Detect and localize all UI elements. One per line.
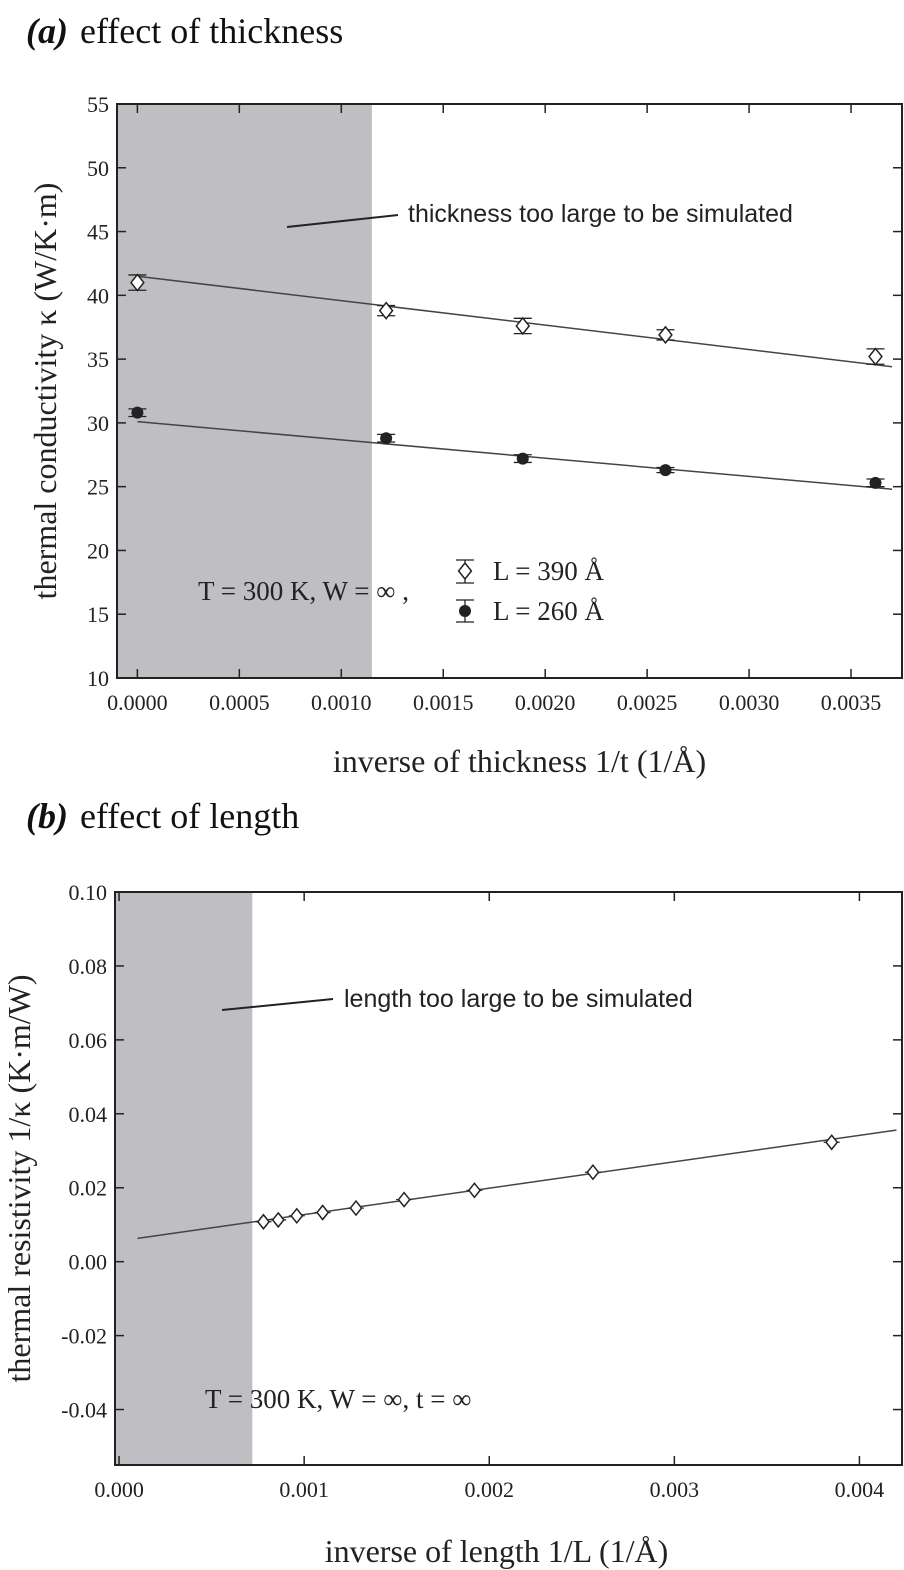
chart-a-legend-marker-l260 [459, 605, 471, 617]
thickness-chart: 0.0000 0.0005 0.0010 0.0015 0.0020 0.0025 0.00… [27, 92, 903, 779]
panel-a-title: (a) effect of thickness [26, 10, 343, 52]
chart-a-shade-note: thickness too large to be simulated [408, 200, 793, 228]
chart-b-point [349, 1199, 363, 1217]
chart-a-y-tick-label: 20 [87, 538, 109, 563]
chart-a-x-tick-label: 0.0000 [107, 690, 168, 715]
chart-b-x-tick-label: 0.002 [465, 1477, 515, 1502]
chart-a-y-tick-label: 50 [87, 156, 109, 181]
chart-b-x-tick-label: 0.001 [279, 1477, 329, 1502]
chart-a-y-axis-label: thermal conductivity κ (W/K·m) [27, 183, 63, 600]
chart-a-point-l390 [658, 325, 673, 345]
chart-b-x-tick-label: 0.003 [650, 1477, 700, 1502]
chart-a-x-axis-label: inverse of thickness 1/t (1/Å) [333, 743, 706, 779]
chart-a-condition-text: T = 300 K, W = ∞ , [198, 576, 409, 606]
chart-b-y-tick-label: 0.00 [69, 1250, 108, 1275]
chart-a-plot-frame [116, 103, 903, 679]
chart-a-point-l390 [378, 301, 394, 320]
chart-a-y-tick-label: 30 [87, 411, 109, 436]
chart-b-point [256, 1213, 271, 1230]
chart-a-shade-pointer [286, 214, 399, 228]
panel-b-title-text: effect of length [79, 796, 300, 836]
chart-a-x-tick-label: 0.0030 [719, 690, 780, 715]
chart-a-legend-label-l390: L = 390 Å [493, 556, 604, 586]
panel-b-tag: (b) [26, 796, 68, 836]
chart-b-shade-note: length too large to be simulated [344, 985, 693, 1013]
chart-a-legend-label-l260: L = 260 Å [493, 596, 604, 626]
chart-a-point-l260 [869, 476, 882, 489]
chart-b-point [271, 1211, 285, 1229]
chart-b-condition-text: T = 300 K, W = ∞, t = ∞ [205, 1384, 471, 1414]
chart-b-y-tick-label: 0.04 [69, 1102, 108, 1127]
panel-a-title-text: effect of thickness [79, 11, 344, 51]
chart-a-legend-marker-l390 [457, 561, 473, 581]
chart-b-point [467, 1182, 482, 1199]
chart-a-shaded-region [118, 105, 372, 677]
chart-b-point [825, 1134, 839, 1151]
chart-a-y-tick-label: 55 [87, 92, 109, 117]
chart-a-x-tick-label: 0.0035 [821, 690, 882, 715]
chart-a-x-tick-label: 0.0015 [413, 690, 474, 715]
chart-b-y-tick-label: -0.04 [61, 1398, 107, 1423]
chart-a-x-tick-label: 0.0020 [515, 690, 576, 715]
panel-a-tag: (a) [26, 11, 68, 51]
chart-b-shaded-region [116, 893, 253, 1464]
chart-a-point-l260 [516, 452, 529, 465]
chart-b-point [586, 1164, 600, 1181]
chart-a-y-tick-label: 15 [87, 602, 109, 627]
chart-a-point-l390 [515, 316, 531, 336]
chart-b-point [290, 1207, 304, 1225]
chart-a-y-tick-label: 45 [87, 220, 109, 245]
chart-b-x-tick-label: 0.004 [835, 1477, 885, 1502]
chart-a-x-tick-label: 0.0025 [617, 690, 678, 715]
chart-a-point-l390 [130, 273, 145, 292]
panel-b-title: (b) effect of length [26, 795, 299, 837]
chart-b-y-tick-label: 0.10 [69, 880, 108, 905]
chart-b-x-tick-label: 0.000 [94, 1477, 144, 1502]
chart-a-point-l260 [380, 432, 393, 445]
chart-b-y-axis-label: thermal resistivity 1/κ (K·m/W) [1, 974, 37, 1382]
chart-a-point-l260 [131, 406, 144, 419]
chart-a-y-tick-label: 10 [87, 666, 109, 691]
chart-b-plot-frame [114, 891, 903, 1466]
chart-a-x-tick-label: 0.0005 [209, 690, 270, 715]
chart-b-shade-pointer [221, 998, 334, 1011]
chart-b-point [316, 1204, 330, 1221]
chart-b-y-tick-label: 0.02 [69, 1176, 108, 1201]
chart-a-point-l260 [659, 464, 672, 477]
chart-a-y-tick-label: 35 [87, 347, 109, 372]
chart-a-x-tick-label: 0.0010 [311, 690, 372, 715]
chart-b-y-tick-label: -0.02 [61, 1324, 107, 1349]
chart-b-x-axis-label: inverse of length 1/L (1/Å) [325, 1533, 669, 1569]
chart-a-y-tick-label: 25 [87, 475, 109, 500]
chart-b-y-tick-label: 0.08 [69, 954, 108, 979]
chart-a-point-l390 [868, 347, 883, 366]
chart-a-y-tick-label: 40 [87, 283, 109, 308]
chart-b-point [397, 1191, 411, 1208]
chart-b-y-tick-label: 0.06 [69, 1028, 108, 1053]
chart-a-fit-line-0 [137, 275, 893, 368]
